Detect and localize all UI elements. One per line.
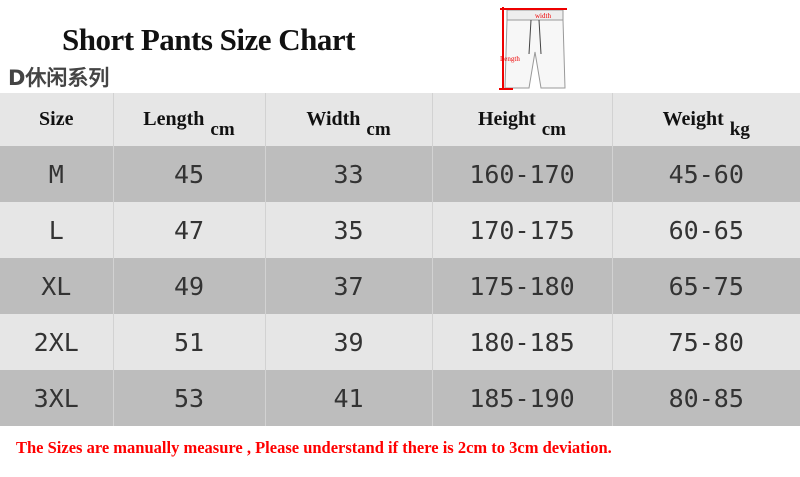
cell-length: 45 bbox=[113, 146, 266, 202]
cell-size: M bbox=[0, 146, 114, 202]
cell-weight: 80-85 bbox=[612, 370, 800, 426]
cell-size: 2XL bbox=[0, 314, 114, 370]
measurement-note: The Sizes are manually measure , Please … bbox=[16, 438, 612, 457]
cell-weight: 75-80 bbox=[612, 314, 800, 370]
cell-height: 180-185 bbox=[432, 314, 613, 370]
cell-height: 175-180 bbox=[432, 258, 613, 314]
header-size: Size bbox=[0, 93, 114, 146]
cell-width: 33 bbox=[265, 146, 433, 202]
header-row: Size Length cm Width cm Height cm Weight kg bbox=[0, 93, 800, 146]
header-length: Length cm bbox=[113, 93, 266, 146]
cell-weight: 60-65 bbox=[612, 202, 800, 258]
table-row: L 47 35 170-175 60-65 bbox=[0, 202, 800, 258]
cell-weight: 65-75 bbox=[612, 258, 800, 314]
table-row: 2XL 51 39 180-185 75-80 bbox=[0, 314, 800, 370]
shorts-diagram: width Length bbox=[499, 7, 567, 90]
cell-width: 37 bbox=[265, 258, 433, 314]
size-table: Size Length cm Width cm Height cm Weight kg … bbox=[0, 93, 800, 426]
cell-weight: 45-60 bbox=[612, 146, 800, 202]
series-label: D休闲系列 bbox=[8, 66, 110, 90]
page-title: Short Pants Size Chart bbox=[62, 22, 355, 57]
cell-width: 41 bbox=[265, 370, 433, 426]
cell-height: 170-175 bbox=[432, 202, 613, 258]
table-row: M 45 33 160-170 45-60 bbox=[0, 146, 800, 202]
cell-width: 35 bbox=[265, 202, 433, 258]
header-weight: Weight kg bbox=[612, 93, 800, 146]
cell-height: 160-170 bbox=[432, 146, 613, 202]
header-width: Width cm bbox=[265, 93, 433, 146]
cell-length: 47 bbox=[113, 202, 266, 258]
cell-height: 185-190 bbox=[432, 370, 613, 426]
cell-size: 3XL bbox=[0, 370, 114, 426]
header-height: Height cm bbox=[432, 93, 613, 146]
table-row: XL 49 37 175-180 65-75 bbox=[0, 258, 800, 314]
cell-width: 39 bbox=[265, 314, 433, 370]
cell-size: XL bbox=[0, 258, 114, 314]
svg-text:width: width bbox=[535, 12, 551, 20]
svg-text:Length: Length bbox=[500, 55, 520, 63]
cell-size: L bbox=[0, 202, 114, 258]
cell-length: 51 bbox=[113, 314, 266, 370]
cell-length: 53 bbox=[113, 370, 266, 426]
table-row: 3XL 53 41 185-190 80-85 bbox=[0, 370, 800, 426]
cell-length: 49 bbox=[113, 258, 266, 314]
